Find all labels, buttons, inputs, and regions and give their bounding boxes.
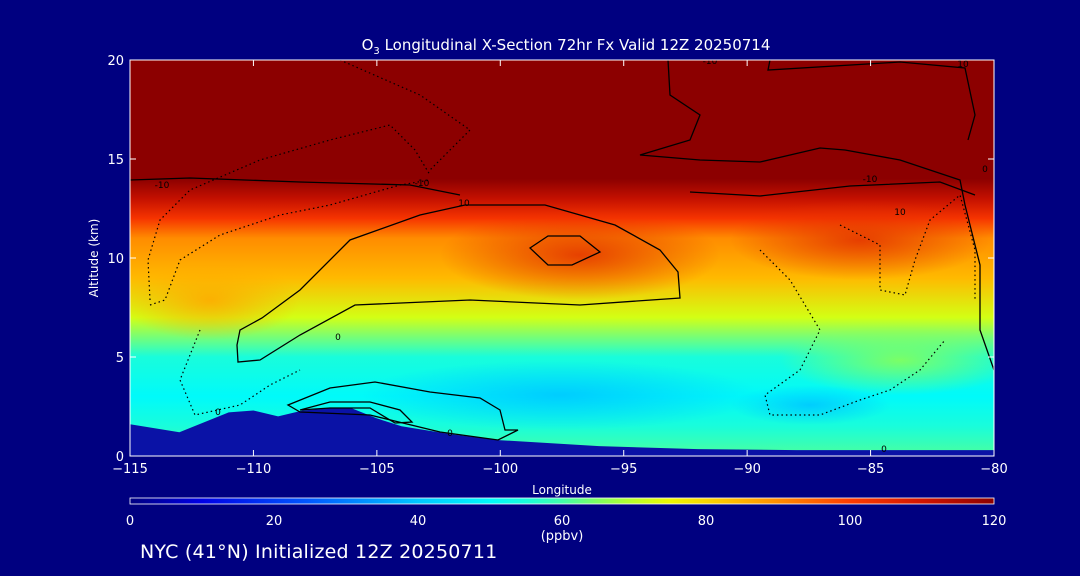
field-feature-upper-red [440,210,720,300]
contour-label: 0 [447,429,453,439]
y-tick-label: 5 [116,351,124,366]
colorbar-tick-label: 0 [126,514,134,529]
contour-label: 10 [894,208,906,218]
contour-label: -10 [155,181,170,191]
contour-label: 10 [458,199,470,209]
contour-dotted-4 [839,193,976,300]
colorbar-tick-label: 60 [554,514,571,529]
chart-title: O3 Longitudinal X-Section 72hr Fx Valid … [362,36,771,57]
contour-solid-3 [286,381,519,441]
field-feature-upper-red-2 [730,200,990,280]
contour-solid-7 [130,177,461,196]
field-feature-orange [130,260,300,340]
y-tick-label: 0 [116,450,124,465]
footer-init-info: NYC (41°N) Initialized 12Z 20250711 [140,541,498,563]
contour-solid-5 [639,60,994,371]
y-axis: 0 5 10 15 20 [107,54,994,465]
colorbar-tick-label: 80 [698,514,715,529]
x-axis: −115 −110 −105 −100 −95 −90 −85 −80 [112,60,1008,477]
contour-solid-1 [236,204,681,363]
plot-area: -10 -10 10 0 0 0 -10 10 -10 10 0 0 [130,57,994,456]
field-feature-cyan-2 [730,385,890,425]
y-tick-label: 15 [107,153,124,168]
contour-label: 0 [881,445,887,455]
x-axis-label: Longitude [532,483,592,497]
x-tick-label: −80 [980,462,1007,477]
title-subscript: 3 [373,46,379,57]
y-axis-label: Altitude (km) [87,219,101,298]
contour-solid-4 [299,401,414,424]
title-rest: Longitudinal X-Section 72hr Fx Valid 12Z… [380,36,771,54]
x-tick-label: −85 [857,462,884,477]
colorbar [129,497,995,505]
contour-label: -10 [415,179,430,189]
contour-labels: -10 -10 10 0 0 0 -10 10 -10 10 0 0 [155,57,988,455]
colorbar-tick-label: 40 [410,514,427,529]
x-tick-label: −115 [112,462,148,477]
colorbar-unit-label: (ppbv) [541,529,584,544]
contour-label: 0 [982,165,988,175]
contour-label: -10 [703,57,718,67]
contour-dotted-2 [149,179,431,306]
contour-label: 0 [335,333,341,343]
x-tick-label: −100 [482,462,518,477]
contour-solid-6 [767,60,976,141]
contour-dotted-lines [147,60,976,416]
field-feature-green [780,325,994,395]
x-tick-label: −105 [359,462,395,477]
colorbar-tick-label: 120 [982,514,1007,529]
x-tick-label: −90 [733,462,760,477]
contour-dotted-5 [759,249,946,416]
x-tick-label: −95 [610,462,637,477]
field-feature-cyan [360,360,760,430]
x-tick-label: −110 [236,462,272,477]
y-tick-label: 10 [107,252,124,267]
contour-lines [130,60,994,441]
contour-dotted-6 [339,60,471,171]
contour-label: -10 [863,175,878,185]
y-tick-label: 20 [107,54,124,69]
colorbar-ticks: 0 20 40 60 80 100 120 [126,514,1007,529]
terrain-mask [130,408,994,456]
contour-label: 10 [957,60,969,70]
contour-solid-8 [689,181,976,197]
title-o: O [362,36,374,54]
contour-solid-2 [528,235,602,266]
colorbar-tick-label: 100 [838,514,863,529]
contour-label: 0 [215,408,221,418]
colorbar-tick-label: 20 [266,514,283,529]
